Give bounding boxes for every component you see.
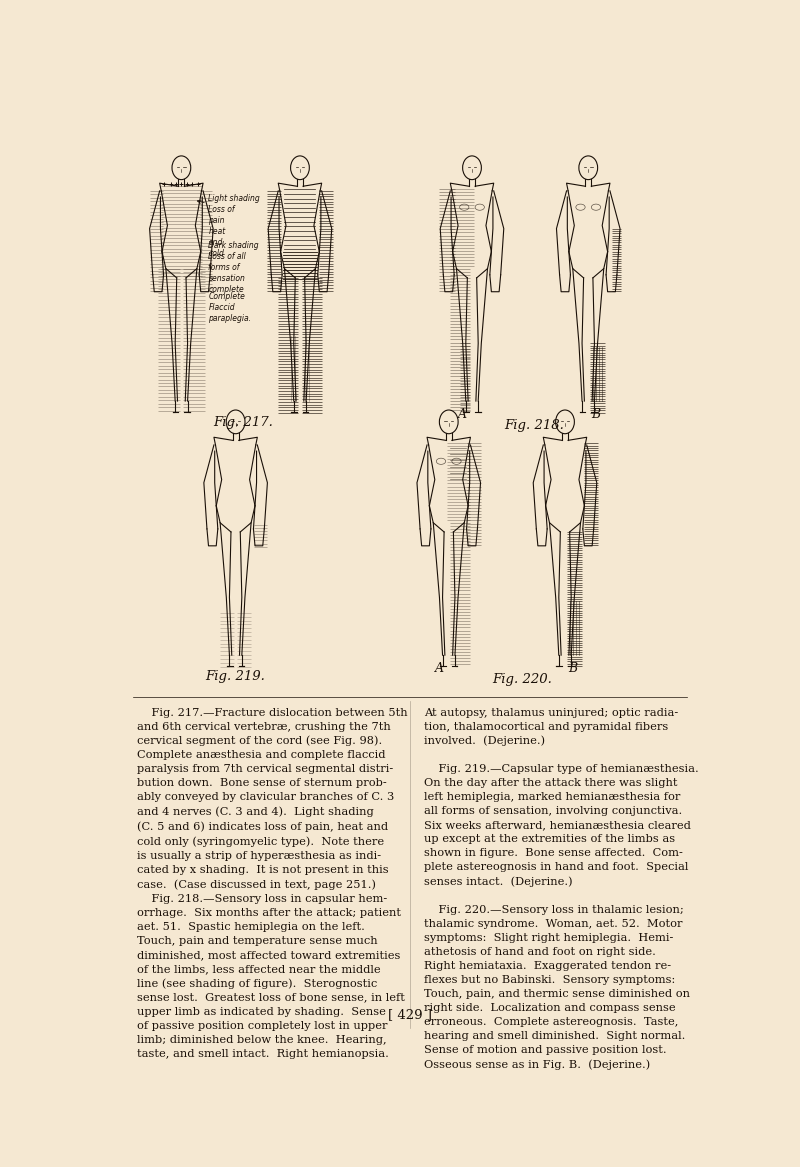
Text: Light shading
Loss of
pain
heat
and
cold: Light shading Loss of pain heat and cold bbox=[209, 194, 260, 258]
Text: [ 429 ]: [ 429 ] bbox=[388, 1008, 432, 1021]
Text: Complete
Flaccid
paraplegia.: Complete Flaccid paraplegia. bbox=[209, 292, 251, 323]
Text: A: A bbox=[458, 408, 467, 421]
Text: Fig. 220.: Fig. 220. bbox=[493, 673, 552, 686]
Text: B: B bbox=[568, 662, 578, 676]
Text: Fig. 218.: Fig. 218. bbox=[504, 419, 564, 432]
Text: Fig. 219.: Fig. 219. bbox=[206, 670, 266, 683]
Text: Fig. 217.—Fracture dislocation between 5th
and 6th cervical vertebræ, crushing t: Fig. 217.—Fracture dislocation between 5… bbox=[138, 707, 408, 1058]
Text: Dark shading
Loss of all
forms of
sensation
complete: Dark shading Loss of all forms of sensat… bbox=[209, 240, 259, 294]
Text: A: A bbox=[435, 662, 444, 676]
Text: Fig. 217.: Fig. 217. bbox=[214, 415, 274, 428]
Text: At autopsy, thalamus uninjured; optic radia-
tion, thalamocortical and pyramidal: At autopsy, thalamus uninjured; optic ra… bbox=[424, 707, 698, 1070]
Text: B: B bbox=[591, 408, 601, 421]
